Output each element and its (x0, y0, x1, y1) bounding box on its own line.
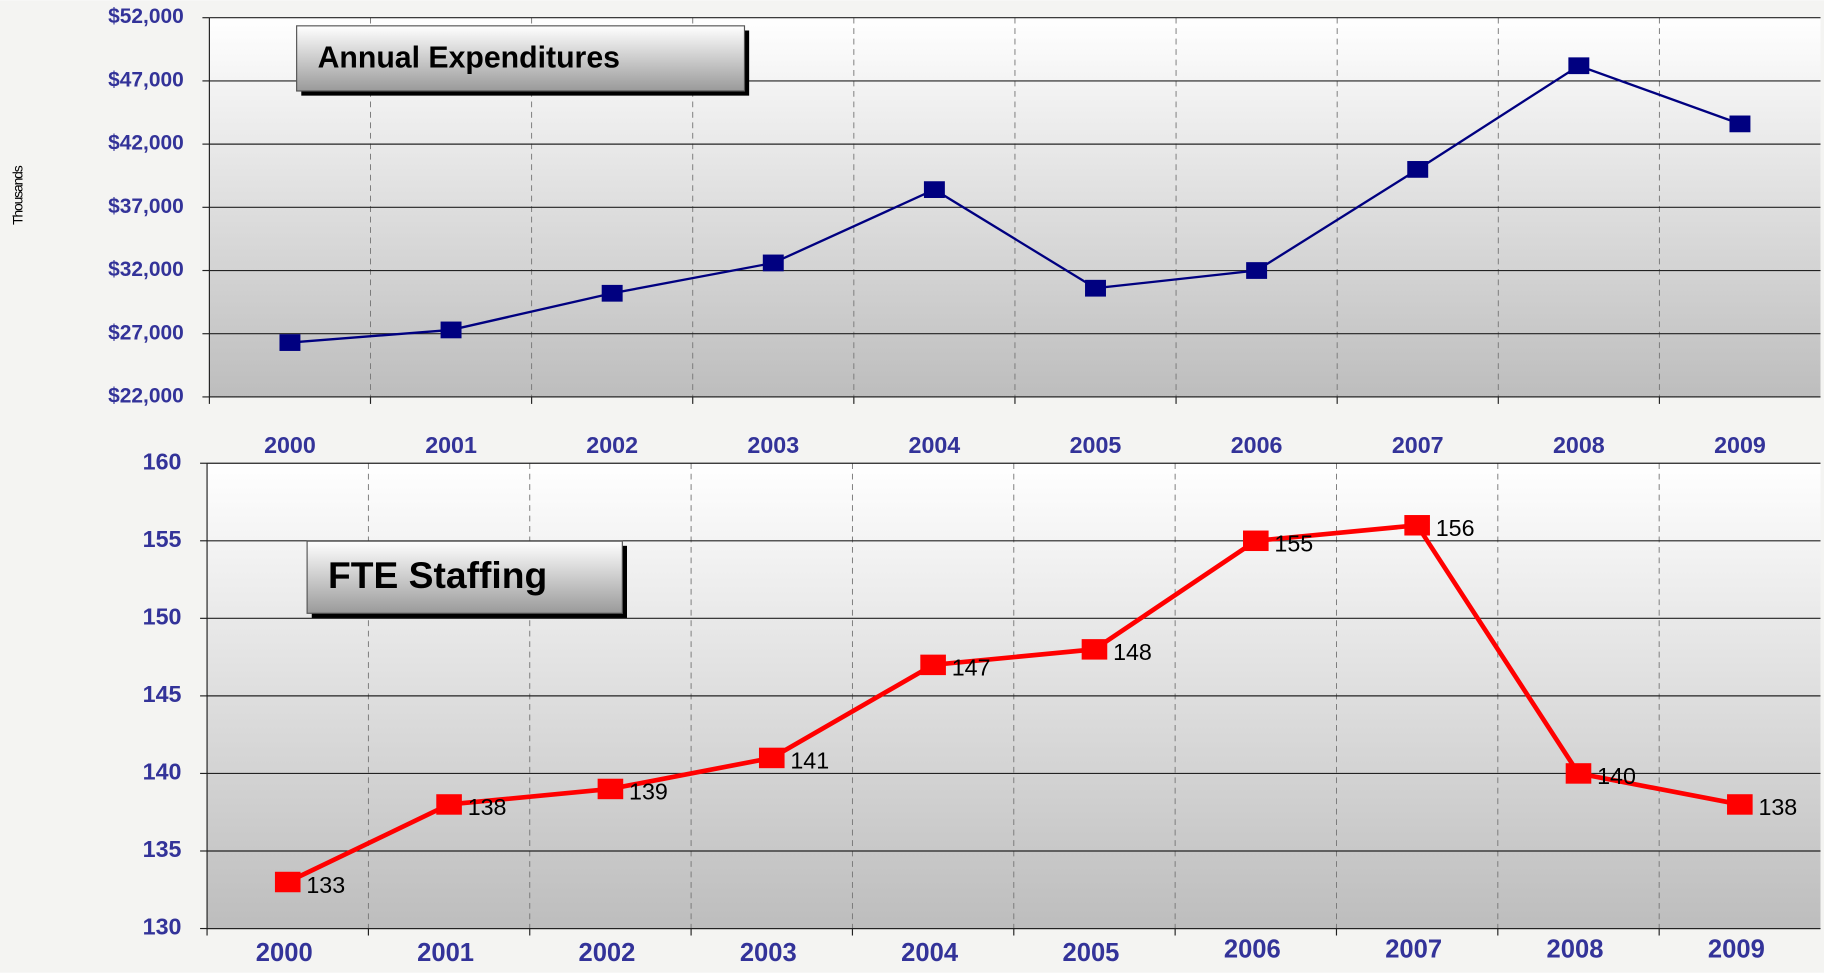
x-tick-label: 2008 (1547, 935, 1604, 963)
data-label: 148 (1113, 639, 1152, 665)
data-marker (601, 284, 623, 302)
data-label: 156 (1436, 515, 1475, 541)
y-tick-label: 150 (143, 603, 182, 629)
y-tick-label: $27,000 (108, 321, 184, 344)
data-label: 138 (1758, 794, 1797, 820)
data-marker (1404, 515, 1430, 536)
y-tick-label: 155 (143, 526, 182, 552)
data-marker (758, 747, 785, 769)
x-tick-label: 2009 (1708, 935, 1765, 963)
data-label: 139 (629, 779, 668, 805)
x-tick-label: 2003 (740, 939, 797, 967)
y-tick-label: $37,000 (108, 195, 184, 218)
x-tick-label: 2002 (578, 939, 635, 967)
x-tick-label: 2004 (909, 432, 961, 458)
data-label: 140 (1597, 763, 1636, 789)
y-tick-label: $32,000 (108, 258, 184, 281)
x-tick-label: 2001 (417, 939, 474, 967)
data-marker (274, 871, 301, 893)
y-tick-label: 130 (143, 914, 182, 940)
x-tick-label: 2001 (425, 432, 477, 458)
chart-title: Annual Expenditures (318, 42, 620, 75)
x-tick-label: 2002 (586, 432, 638, 458)
data-line (289, 64, 1741, 344)
chart-title: FTE Staffing (328, 554, 547, 596)
x-tick-label: 2005 (1070, 432, 1122, 458)
x-tick-label: 2007 (1392, 432, 1444, 458)
x-tick-label: 2005 (1063, 939, 1120, 967)
y-tick-label: $42,000 (108, 132, 184, 155)
data-marker (279, 334, 301, 351)
data-line (286, 522, 1741, 885)
x-tick-label: 2000 (264, 432, 316, 458)
data-marker (597, 778, 624, 800)
x-tick-label: 2006 (1231, 432, 1283, 458)
data-marker (1246, 262, 1268, 279)
y-tick-label: 145 (143, 681, 182, 707)
data-marker (1081, 639, 1108, 660)
data-marker (923, 181, 945, 198)
data-marker (1565, 763, 1592, 784)
title-box (296, 25, 746, 92)
data-label: 133 (306, 872, 345, 898)
y-axis-label: Thousands (9, 165, 25, 225)
x-tick-label: 2008 (1553, 432, 1605, 458)
data-marker (1243, 530, 1269, 552)
data-marker (1407, 161, 1429, 178)
data-marker (1729, 115, 1751, 133)
data-marker (920, 654, 946, 676)
y-tick-label: 140 (143, 759, 182, 785)
x-tick-label: 2004 (901, 939, 959, 967)
y-tick-label: 160 (143, 448, 182, 474)
x-tick-label: 2000 (256, 939, 313, 967)
data-marker (440, 321, 462, 339)
data-marker (1568, 57, 1590, 75)
y-tick-label: $22,000 (108, 384, 184, 407)
data-marker (1085, 279, 1106, 297)
x-tick-label: 2007 (1385, 935, 1442, 963)
data-marker (762, 254, 784, 272)
x-tick-label: 2006 (1224, 935, 1281, 963)
data-label: 138 (468, 794, 507, 820)
data-label: 141 (790, 748, 829, 774)
y-tick-label: 135 (143, 836, 182, 862)
data-marker (1727, 794, 1753, 815)
data-label: 147 (952, 655, 991, 681)
y-tick-label: $47,000 (108, 68, 184, 91)
data-marker (436, 794, 462, 815)
y-tick-label: $52,000 (108, 5, 184, 28)
data-label: 155 (1274, 531, 1313, 557)
x-tick-label: 2003 (747, 432, 799, 458)
x-tick-label: 2009 (1714, 432, 1766, 458)
title-box (306, 540, 623, 614)
